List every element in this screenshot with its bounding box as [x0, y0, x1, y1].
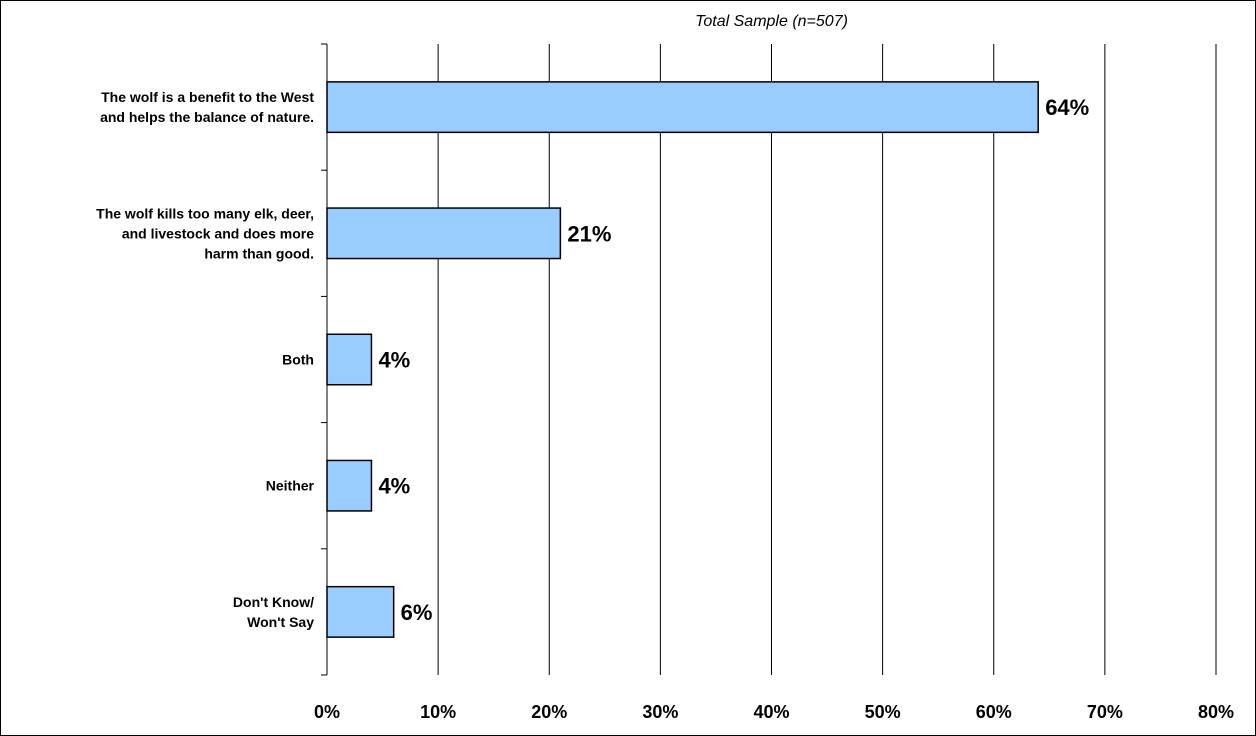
x-tick-label: 0% — [314, 702, 340, 722]
bar — [326, 333, 373, 386]
x-tick-label: 40% — [753, 702, 789, 722]
x-tick-label: 70% — [1087, 702, 1123, 722]
category-label: harm than good. — [204, 245, 314, 261]
data-label: 4% — [378, 348, 410, 373]
category-label: Both — [282, 352, 314, 368]
data-label: 21% — [567, 221, 611, 246]
data-label: 4% — [378, 474, 410, 499]
category-label: Don't Know/ — [233, 594, 314, 610]
x-tick-label: 30% — [642, 702, 678, 722]
x-tick-label: 50% — [865, 702, 901, 722]
data-label: 64% — [1045, 95, 1089, 120]
category-label: and helps the balance of nature. — [100, 109, 314, 125]
x-tick-label: 60% — [976, 702, 1012, 722]
gridlines — [437, 44, 1217, 675]
data-labels: 64% 21% 4% 4% 6% — [378, 95, 1089, 625]
category-label: The wolf kills too many elk, deer, — [96, 205, 314, 221]
bar — [326, 81, 1039, 134]
x-tick-label: 20% — [531, 702, 567, 722]
chart-subtitle: Total Sample (n=507) — [695, 13, 848, 30]
category-label: The wolf is a benefit to the West — [101, 89, 314, 105]
category-label: Won't Say — [247, 614, 314, 630]
category-label: and livestock and does more — [122, 225, 314, 241]
x-tick-labels: 0% 10% 20% 30% 40% 50% 60% 70% 80% — [314, 702, 1234, 722]
bar — [326, 207, 562, 260]
bar — [326, 459, 373, 512]
x-tick-label: 10% — [420, 702, 456, 722]
data-label: 6% — [401, 600, 433, 625]
x-tick-label: 80% — [1198, 702, 1234, 722]
category-labels: The wolf is a benefit to the West and hel… — [96, 89, 314, 630]
bars — [326, 81, 1039, 638]
category-label: Neither — [266, 478, 315, 494]
bar — [326, 585, 395, 638]
